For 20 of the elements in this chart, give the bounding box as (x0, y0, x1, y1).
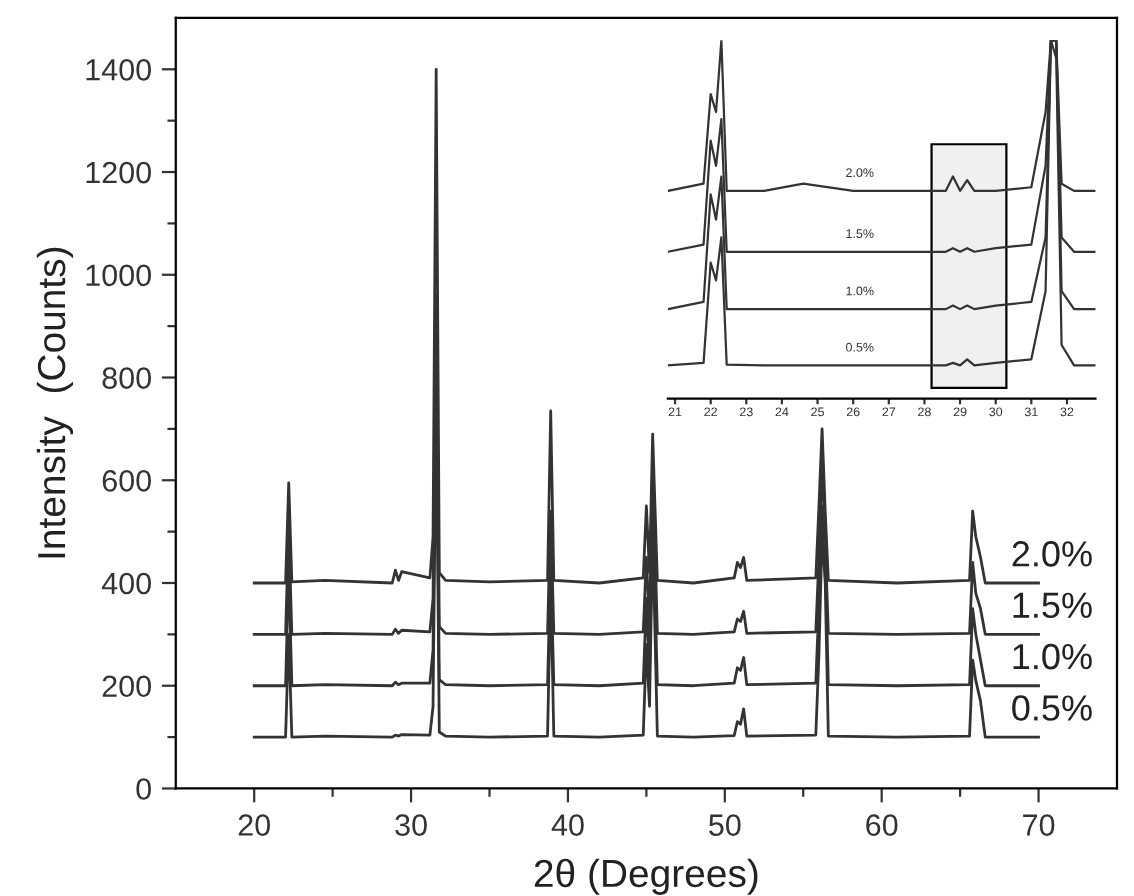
x-tick-label: 70 (1023, 814, 1055, 836)
y-tick-label: 200 (102, 675, 151, 698)
x-tick-label: 60 (866, 814, 898, 836)
y-tick-label: 600 (102, 469, 151, 492)
x-tick-label: 50 (709, 814, 741, 836)
y-tick-label: 1200 (86, 161, 151, 184)
series-label: 0.5% (1012, 695, 1092, 721)
y-tick-label: 1400 (86, 59, 151, 81)
y-tick-label: 0 (136, 778, 151, 800)
y-tick-label: 800 (102, 367, 151, 389)
x-axis-title: 2θ (Degrees) (534, 858, 758, 895)
y-tick-label: 400 (101, 572, 151, 595)
x-tick-label: 30 (395, 814, 427, 836)
series-label: 2.0% (1012, 541, 1092, 567)
x-tick-label: 20 (238, 814, 270, 836)
series-label: 1.5% (1013, 592, 1092, 619)
series-label: 1.0% (1013, 643, 1092, 670)
y-tick-label: 1000 (86, 264, 151, 287)
x-tick-label: 40 (551, 814, 584, 836)
y-axis-title: Intensity (Counts) (36, 247, 74, 558)
